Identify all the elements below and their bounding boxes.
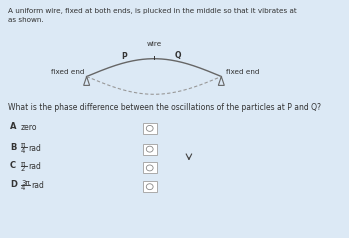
Text: rad: rad (29, 144, 42, 153)
Bar (143, 163, 157, 173)
Text: P: P (121, 52, 127, 61)
Text: wire: wire (146, 41, 162, 47)
Text: What is the phase difference between the oscillations of the particles at P and : What is the phase difference between the… (8, 103, 321, 112)
Text: 4: 4 (21, 148, 25, 154)
Text: π: π (21, 142, 25, 148)
Text: 2: 2 (21, 166, 25, 173)
Text: fixed end: fixed end (225, 69, 259, 74)
Text: zero: zero (21, 123, 37, 132)
Text: 3π: 3π (21, 180, 30, 186)
Text: B: B (10, 143, 16, 152)
Text: π: π (21, 161, 25, 167)
Bar (143, 181, 157, 192)
Text: rad: rad (29, 163, 42, 172)
Text: D: D (10, 180, 17, 189)
Text: as shown.: as shown. (8, 17, 44, 23)
Text: Q: Q (175, 51, 181, 60)
Bar (143, 144, 157, 154)
Text: C: C (10, 162, 16, 170)
Text: 4: 4 (21, 185, 25, 191)
Text: fixed end: fixed end (51, 69, 84, 74)
Text: A: A (10, 122, 16, 131)
Text: A uniform wire, fixed at both ends, is plucked in the middle so that it vibrates: A uniform wire, fixed at both ends, is p… (8, 8, 349, 14)
Text: rad: rad (31, 181, 44, 190)
Bar (143, 123, 157, 134)
